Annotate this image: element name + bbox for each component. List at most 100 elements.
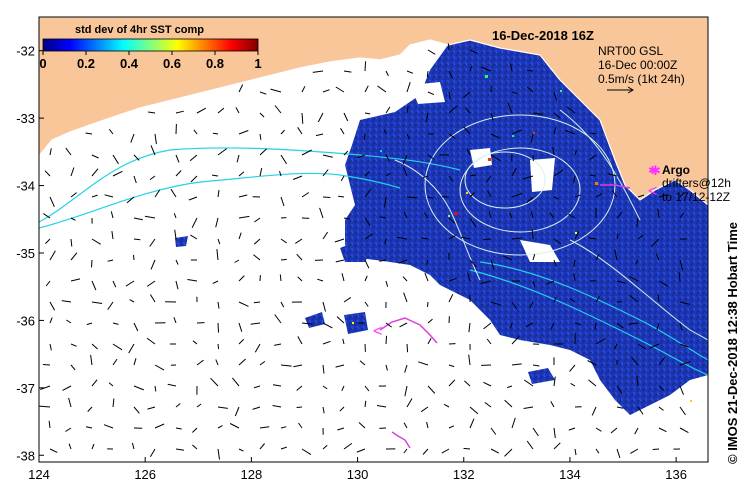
velocity-arrow <box>679 301 691 305</box>
velocity-arrow <box>488 210 492 219</box>
velocity-arrow <box>364 112 371 115</box>
velocity-arrow <box>91 154 99 159</box>
velocity-arrow <box>421 237 429 240</box>
velocity-arrow <box>485 175 492 183</box>
credit-text: © IMOS 21-Dec-2018 12:38 Hobart Time <box>725 222 740 464</box>
velocity-arrow <box>61 300 72 303</box>
x-tick-label: 124 <box>28 467 50 482</box>
velocity-arrow <box>573 259 576 267</box>
velocity-arrow <box>464 380 471 387</box>
velocity-arrow <box>403 167 408 177</box>
velocity-arrow <box>296 406 303 408</box>
velocity-arrow <box>90 354 93 366</box>
y-tick-label: -32 <box>16 44 35 59</box>
velocity-arrow <box>149 448 156 457</box>
velocity-arrow <box>588 379 597 387</box>
velocity-arrow <box>385 322 392 328</box>
velocity-arrow <box>129 299 135 303</box>
velocity-arrow <box>322 364 325 374</box>
velocity-arrow <box>553 238 562 245</box>
velocity-arrow <box>229 423 240 429</box>
velocity-arrow <box>259 426 270 429</box>
velocity-arrow <box>679 343 689 348</box>
velocity-arrow <box>175 427 182 430</box>
x-tick-label: 130 <box>347 467 369 482</box>
velocity-arrow <box>679 212 685 219</box>
velocity-arrow <box>133 385 144 391</box>
velocity-arrow <box>43 213 51 219</box>
x-tick-label: 132 <box>453 467 475 482</box>
velocity-arrow <box>524 379 534 387</box>
velocity-arrow <box>635 259 639 265</box>
velocity-arrow <box>650 238 660 247</box>
velocity-arrow <box>384 196 387 208</box>
velocity-arrow <box>658 280 669 287</box>
velocity-arrow <box>570 382 576 387</box>
velocity-arrow <box>511 192 523 198</box>
velocity-arrow <box>483 381 492 387</box>
velocity-arrow <box>679 406 686 416</box>
velocity-arrow <box>148 111 156 114</box>
y-axis: -32 -33 -34 -35 -36 -37 -38 <box>16 44 44 463</box>
velocity-arrow <box>259 360 266 366</box>
velocity-arrow <box>280 426 287 429</box>
velocity-arrow <box>522 175 534 180</box>
velocity-arrow <box>427 318 433 324</box>
velocity-arrow <box>448 425 455 429</box>
velocity-arrow <box>259 91 267 95</box>
velocity-arrow <box>448 70 453 79</box>
velocity-arrow <box>217 301 220 309</box>
velocity-arrow <box>637 406 644 415</box>
velocity-arrow <box>549 212 555 219</box>
velocity-arrow <box>426 421 429 429</box>
velocity-arrow <box>530 211 534 219</box>
velocity-arrow <box>406 70 414 74</box>
velocity-arrow <box>487 190 492 198</box>
velocity-arrow <box>107 301 114 310</box>
velocity-arrow <box>426 70 429 77</box>
velocity-arrow <box>322 89 330 93</box>
velocity-arrow <box>385 364 388 371</box>
velocity-arrow <box>217 448 220 460</box>
velocity-arrow <box>448 379 456 387</box>
velocity-arrow <box>385 70 389 77</box>
velocity-arrow <box>448 277 457 282</box>
velocity-arrow <box>379 259 387 262</box>
velocity-arrow <box>274 105 282 114</box>
velocity-arrow <box>658 356 666 366</box>
velocity-arrow <box>469 406 479 415</box>
velocity-arrow <box>295 238 303 244</box>
velocity-arrow <box>483 322 492 330</box>
velocity-arrow <box>190 175 198 183</box>
velocity-arrow <box>112 398 115 408</box>
velocity-arrow <box>238 84 244 93</box>
sst-patch-5 <box>528 368 555 384</box>
velocity-arrow <box>108 382 114 387</box>
velocity-arrow <box>279 274 282 282</box>
velocity-arrow <box>469 192 475 198</box>
velocity-arrow <box>301 448 312 456</box>
velocity-arrow <box>62 385 72 391</box>
velocity-arrow <box>532 112 544 115</box>
velocity-arrow <box>45 280 51 287</box>
velocity-arrow <box>589 174 597 177</box>
velocity-arrow <box>565 129 576 135</box>
velocity-arrow <box>464 107 471 114</box>
velocity-arrow <box>109 128 114 135</box>
drifter-marker: < <box>373 323 382 340</box>
velocity-arrow <box>553 112 561 119</box>
velocity-arrow <box>217 238 221 245</box>
velocity-arrow <box>427 49 436 55</box>
velocity-arrow <box>322 196 331 198</box>
velocity-arrow <box>636 217 639 227</box>
velocity-arrow <box>112 154 119 165</box>
y-tick-label: -34 <box>16 179 35 194</box>
velocity-arrow <box>656 322 660 331</box>
velocity-arrow <box>574 149 577 156</box>
velocity-arrow <box>356 154 366 159</box>
velocity-arrow <box>550 401 555 408</box>
velocity-arrow <box>238 275 245 282</box>
velocity-arrow <box>553 91 557 101</box>
velocity-arrow <box>507 102 513 114</box>
velocity-arrow <box>272 405 282 408</box>
